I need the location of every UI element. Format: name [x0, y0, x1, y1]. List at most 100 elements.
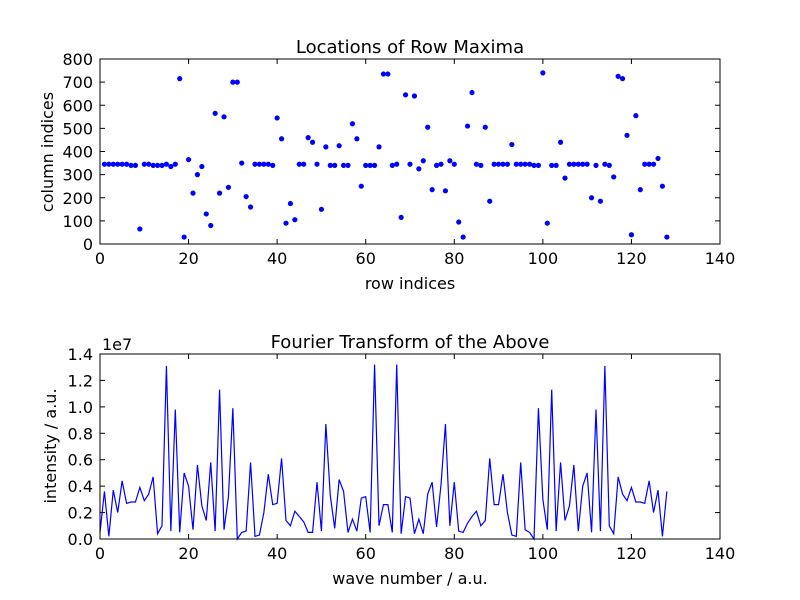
data-point	[615, 73, 621, 79]
data-point	[208, 222, 214, 229]
data-point	[487, 198, 493, 204]
data-point	[234, 79, 240, 85]
data-point	[247, 204, 254, 210]
fourier-x-tick-label: 100	[528, 544, 559, 563]
data-point	[500, 161, 506, 167]
data-point	[491, 161, 497, 167]
data-point	[128, 162, 134, 168]
data-point	[367, 162, 373, 168]
data-point	[482, 124, 488, 130]
data-point	[203, 211, 209, 217]
data-point	[411, 93, 418, 99]
row-maxima-title: Locations of Row Maxima	[296, 37, 524, 58]
row-maxima-x-tick-label: 120	[616, 249, 647, 268]
data-point	[323, 144, 329, 150]
data-point	[473, 161, 480, 167]
data-point	[495, 161, 502, 167]
data-point	[318, 206, 325, 212]
data-point	[150, 162, 156, 168]
data-point	[132, 162, 139, 168]
fourier-chart: Fourier Transform of the Above 1e7 wave …	[41, 332, 735, 588]
data-point	[216, 190, 223, 196]
row-maxima-y-tick-label: 0	[83, 235, 93, 254]
fourier-y-tick-label: 1.0	[68, 398, 93, 417]
data-point	[619, 76, 626, 82]
data-point	[611, 174, 617, 180]
data-point	[287, 200, 294, 207]
data-point	[433, 162, 440, 168]
data-point	[655, 155, 661, 162]
data-point	[398, 214, 404, 221]
data-point	[154, 162, 161, 168]
data-point	[509, 141, 515, 148]
data-point	[535, 162, 542, 168]
data-point	[239, 160, 245, 166]
row-maxima-y-tick-label: 600	[62, 96, 93, 115]
data-point	[230, 79, 236, 85]
row-maxima-y-tick-label: 800	[62, 50, 93, 69]
data-point	[659, 183, 666, 189]
data-point	[602, 161, 608, 167]
data-point	[363, 162, 369, 168]
data-point	[637, 187, 643, 193]
row-maxima-x-tick-label: 60	[356, 249, 376, 268]
data-point	[394, 161, 400, 167]
data-point	[137, 226, 143, 232]
row-maxima-ylabel: column indices	[38, 92, 57, 212]
data-point	[389, 162, 395, 168]
data-point	[292, 217, 298, 223]
data-point	[314, 161, 320, 167]
data-point	[588, 195, 595, 201]
row-maxima-chart: Locations of Row Maxima row indices colu…	[38, 37, 735, 293]
fourier-y-tick-label: 0.6	[68, 451, 93, 470]
data-point	[172, 161, 178, 167]
data-point	[544, 220, 550, 226]
data-point	[597, 198, 604, 204]
data-point	[340, 162, 347, 168]
data-point	[194, 172, 201, 178]
data-point	[447, 158, 453, 164]
data-point	[327, 162, 333, 168]
row-maxima-x-tick-label: 40	[267, 249, 287, 268]
data-point	[584, 161, 590, 167]
fourier-x-tick-label: 140	[705, 544, 736, 563]
data-point	[460, 234, 466, 240]
row-maxima-xlabel: row indices	[365, 274, 455, 293]
data-point	[451, 161, 457, 167]
data-point	[301, 161, 307, 167]
row-maxima-x-tick-label: 80	[444, 249, 464, 268]
data-point	[416, 166, 422, 172]
row-maxima-points	[101, 70, 670, 240]
data-point	[633, 113, 639, 119]
row-maxima-y-tick-label: 500	[62, 119, 93, 138]
data-point	[575, 161, 581, 167]
data-point	[513, 161, 519, 167]
fourier-x-tick-label: 60	[356, 544, 376, 563]
fourier-x-tick-label: 20	[178, 544, 198, 563]
data-point	[358, 183, 364, 189]
data-point	[549, 162, 555, 168]
data-point	[159, 162, 165, 168]
fourier-y-tick-label: 0.0	[68, 530, 93, 549]
fourier-series	[99, 364, 668, 541]
data-point	[407, 161, 413, 167]
data-point	[296, 161, 302, 167]
data-point	[163, 161, 170, 167]
data-point	[349, 121, 356, 127]
fourier-x-tick-label: 40	[267, 544, 287, 563]
data-point	[309, 139, 316, 145]
data-point	[376, 144, 382, 150]
data-point	[243, 193, 249, 200]
data-point	[177, 76, 183, 82]
data-point	[332, 162, 338, 168]
fourier-scale-label: 1e7	[102, 335, 132, 354]
data-point	[345, 162, 351, 168]
fourier-y-tick-label: 0.4	[68, 477, 93, 496]
fourier-x-tick-label: 0	[95, 544, 105, 563]
data-point	[119, 161, 125, 167]
row-maxima-x-tick-label: 0	[95, 249, 105, 268]
fourier-plot-frame	[99, 353, 721, 540]
data-point	[562, 175, 568, 181]
data-point	[185, 156, 192, 163]
